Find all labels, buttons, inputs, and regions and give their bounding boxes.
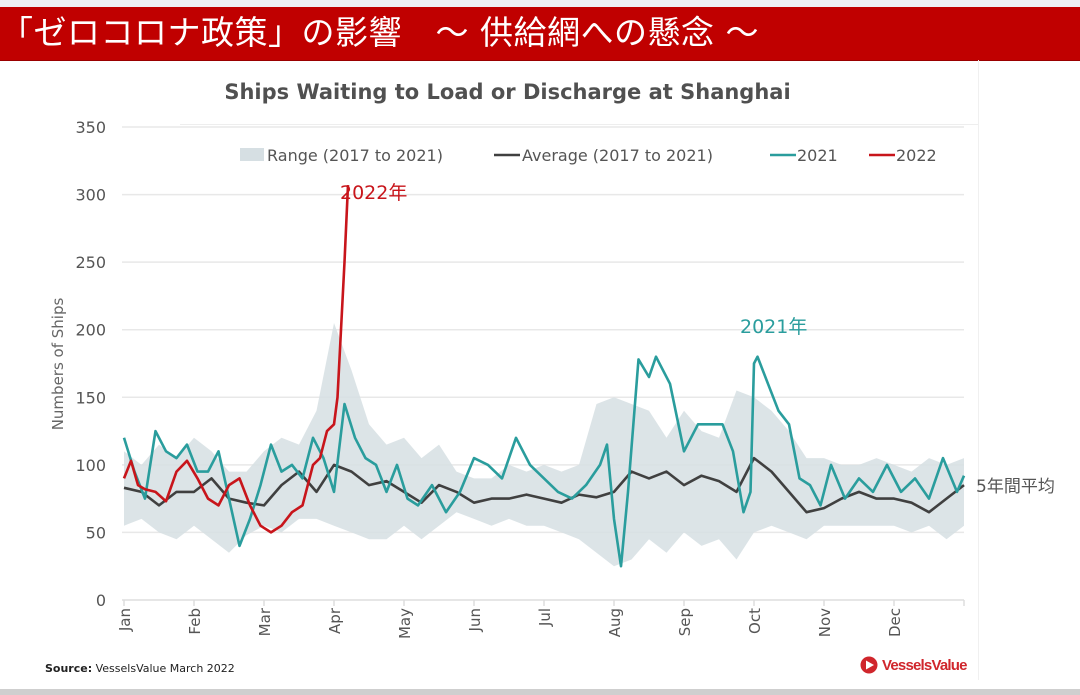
source-text: VesselsValue March 2022 [92,662,235,675]
x-tick-label: Feb [186,608,204,635]
x-tick-label: Nov [816,608,834,637]
legend-label: 2022 [896,146,937,165]
vesselsvalue-logo: VesselsValue [860,656,967,674]
legend-range-swatch [240,148,264,161]
title-divider [180,124,978,125]
banner-title: 「ゼロコロナ政策」の影響 ～ 供給網への懸念 ～ [0,13,759,52]
y-tick-label: 0 [96,591,106,610]
y-tick-label: 300 [75,186,106,205]
chart-title: Ships Waiting to Load or Discharge at Sh… [224,80,791,104]
y-tick-label: 100 [75,456,106,475]
legend-label: 2021 [797,146,838,165]
x-tick-label: Oct [746,608,764,634]
title-banner: 「ゼロコロナ政策」の影響 ～ 供給網への懸念 ～ [0,7,1080,61]
y-axis-label: Numbers of Ships [49,298,67,431]
x-tick-label: Jun [466,608,484,632]
x-tick-label: Apr [326,607,344,634]
annotation-5yr-average: 5年間平均 [976,477,1055,497]
bottom-border [0,689,1080,695]
logo-text: VesselsValue [882,656,967,674]
y-tick-label: 50 [86,523,106,542]
y-tick-label: 200 [75,321,106,340]
series-2022-line [122,185,350,534]
average-line [123,456,965,514]
y-tick-label: 250 [75,253,106,272]
x-tick-label: Aug [606,608,624,637]
range-band [124,323,964,567]
series-2021-line [122,355,966,568]
chart-frame-edge [978,60,979,680]
y-tick-label: 150 [75,388,106,407]
legend-label: Range (2017 to 2021) [267,146,443,165]
x-tick-label: Mar [256,607,274,636]
x-tick-labels: Jan Feb Mar Apr May Jun Jul Aug Sep Oct Nov Dec [116,600,965,639]
legend-label: Average (2017 to 2021) [522,146,713,165]
vesselsvalue-logo-icon [860,656,878,674]
y-tick-label: 350 [75,118,106,137]
annotation-2022: 2022年 [340,182,407,204]
source-note: Source: VesselsValue March 2022 [45,662,235,675]
legend: Range (2017 to 2021) Average (2017 to 202… [240,146,937,165]
x-tick-label: Dec [886,608,904,637]
top-strip [0,0,1080,7]
x-tick-label: Jan [116,608,134,632]
x-tick-label: Jul [536,608,554,627]
series-layer [122,185,966,568]
annotation-2021: 2021年 [740,316,807,338]
source-label: Source: [45,662,93,675]
x-tick-label: Sep [676,608,694,636]
y-tick-labels: 0 50 100 150 200 250 300 350 [75,118,106,610]
x-tick-label: May [396,608,414,639]
